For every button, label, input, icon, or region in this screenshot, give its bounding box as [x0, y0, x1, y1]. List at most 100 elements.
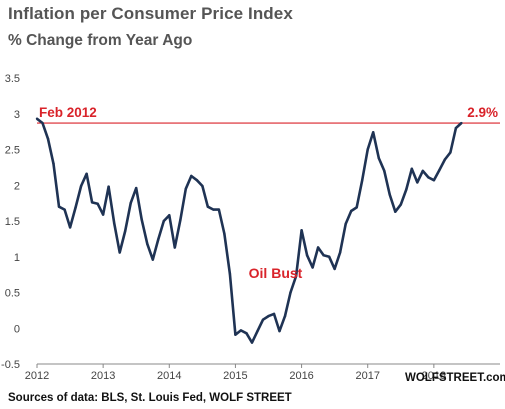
data-point — [162, 219, 165, 223]
data-point — [112, 221, 116, 225]
data-point — [123, 229, 127, 233]
x-tick-label: 2018 — [422, 370, 446, 382]
data-point — [432, 179, 436, 182]
y-tick-label: -0.5 — [1, 359, 20, 371]
data-point — [184, 187, 188, 191]
data-point — [399, 203, 402, 206]
data-point — [245, 332, 248, 335]
x-tick-label: 2017 — [355, 370, 379, 382]
x-tick-label: 2016 — [289, 370, 313, 382]
data-point — [250, 341, 254, 344]
data-point — [212, 208, 215, 211]
data-point — [118, 251, 121, 254]
data-point — [239, 329, 243, 332]
data-point — [333, 267, 336, 271]
y-tick-label: 1 — [14, 252, 20, 264]
data-point — [355, 206, 358, 209]
y-tick-label: 1.5 — [5, 216, 20, 228]
data-point — [85, 172, 88, 176]
data-point — [361, 179, 364, 182]
data-point — [90, 201, 94, 204]
data-point — [443, 158, 447, 161]
data-point — [195, 179, 199, 182]
reference-line-group: Feb 2012 2.9% — [37, 105, 500, 124]
y-tick-label: 2.5 — [5, 145, 20, 157]
y-tick-label: 0 — [14, 323, 20, 335]
data-point — [79, 184, 83, 188]
data-point — [107, 185, 110, 188]
data-point — [140, 218, 143, 221]
data-point — [256, 329, 259, 333]
chart-subtitle: % Change from Year Ago — [8, 32, 193, 49]
data-point — [421, 169, 425, 173]
data-point — [283, 314, 287, 318]
reference-label-right: 2.9% — [467, 105, 498, 120]
data-point — [173, 246, 176, 249]
x-tick-label: 2015 — [223, 370, 247, 382]
y-tick-label: 3.5 — [5, 73, 20, 85]
data-point — [438, 169, 441, 172]
data-point — [327, 255, 331, 258]
y-tick-label: 3 — [14, 109, 20, 121]
data-point — [289, 291, 292, 294]
data-point — [223, 232, 226, 236]
data-point — [129, 201, 132, 205]
data-point — [179, 219, 182, 222]
data-point — [305, 254, 309, 257]
brand-label: WOLFSTREET.com — [405, 372, 505, 384]
data-point — [454, 126, 458, 130]
data-point — [278, 329, 281, 333]
x-tick-label: 2014 — [157, 370, 181, 382]
data-point — [151, 258, 154, 261]
data-point — [101, 213, 105, 216]
data-point — [190, 174, 193, 178]
annotation-label: Oil Bust — [249, 265, 303, 281]
data-point — [206, 205, 210, 208]
data-point — [135, 186, 138, 190]
series-line — [36, 117, 463, 344]
x-tick-label: 2013 — [91, 370, 115, 382]
data-point — [57, 205, 61, 208]
chart-title: Inflation per Consumer Price Index — [8, 4, 293, 23]
series-group — [35, 117, 463, 344]
data-point — [201, 184, 204, 188]
y-tick-label: 0.5 — [5, 288, 20, 300]
data-point — [52, 162, 55, 165]
data-point — [377, 156, 380, 160]
data-point — [388, 193, 391, 196]
data-point — [35, 117, 39, 120]
data-point — [146, 242, 149, 246]
data-point — [383, 169, 386, 173]
data-point — [394, 210, 397, 213]
data-point — [228, 272, 232, 276]
data-point — [372, 131, 375, 134]
data-point — [322, 254, 325, 257]
data-point — [217, 208, 221, 211]
sources-note: Sources of data: BLS, St. Louis Fed, WOL… — [8, 392, 292, 404]
data-point — [405, 188, 408, 191]
data-point — [427, 176, 430, 179]
data-point — [349, 209, 353, 213]
y-tick-label: 2 — [14, 180, 20, 192]
x-tick-label: 2012 — [25, 370, 49, 382]
reference-label-left: Feb 2012 — [39, 105, 97, 120]
data-point — [316, 246, 320, 249]
data-point — [46, 137, 50, 140]
data-point — [410, 167, 414, 171]
data-point — [96, 202, 99, 206]
data-point — [300, 229, 303, 232]
data-point — [311, 266, 314, 269]
data-point — [234, 333, 237, 336]
data-point — [267, 314, 270, 318]
data-point — [157, 238, 160, 241]
data-point — [41, 121, 44, 125]
data-point — [68, 226, 72, 229]
data-point — [272, 312, 276, 316]
data-point — [261, 318, 265, 321]
data-point — [168, 214, 171, 217]
data-point — [449, 151, 452, 154]
data-point — [63, 208, 66, 211]
data-point — [460, 121, 463, 125]
data-point — [366, 148, 369, 151]
